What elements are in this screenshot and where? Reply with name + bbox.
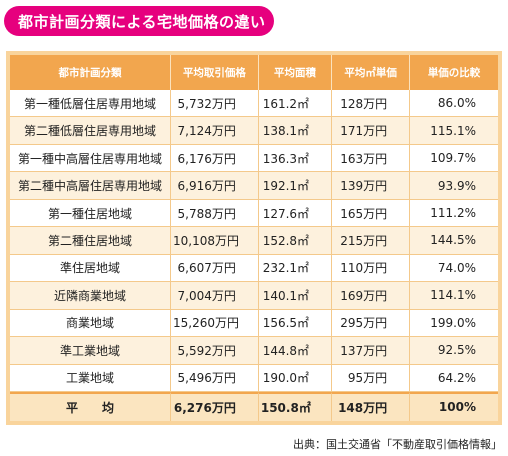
cell-avg-price: 7,004万円 xyxy=(171,282,259,310)
average-cell-avg-price: 6,276万円 xyxy=(171,391,259,421)
cell-classification: 第一種低層住居専用地域 xyxy=(10,90,172,118)
table-row: 第一種住居地域 5,788万円 127.6㎡ 165万円 111.2% xyxy=(10,199,498,228)
column-header-classification: 都市計画分類 xyxy=(10,55,172,90)
column-header-comparison: 単価の比較 xyxy=(410,55,498,90)
cell-classification: 準工業地域 xyxy=(10,337,172,365)
cell-classification: 準住居地域 xyxy=(10,254,172,283)
cell-avg-price: 5,592万円 xyxy=(171,337,259,365)
cell-avg-area: 140.1㎡ xyxy=(258,282,333,310)
table-row: 工業地域 5,496万円 190.0㎡ 95万円 64.2% xyxy=(10,364,498,392)
cell-comparison: 111.2% xyxy=(410,199,498,228)
cell-classification: 第一種中高層住居専用地域 xyxy=(10,144,172,173)
cell-unit-price: 163万円 xyxy=(332,144,411,173)
cell-avg-area: 192.1㎡ xyxy=(258,172,333,200)
cell-avg-price: 6,916万円 xyxy=(171,172,259,200)
cell-comparison: 114.1% xyxy=(410,282,498,310)
cell-unit-price: 215万円 xyxy=(332,227,411,255)
page-title: 都市計画分類による宅地価格の違い xyxy=(4,6,274,36)
cell-unit-price: 169万円 xyxy=(332,282,411,310)
cell-avg-price: 6,607万円 xyxy=(171,254,259,283)
cell-comparison: 199.0% xyxy=(410,309,498,338)
cell-classification: 第二種中高層住居専用地域 xyxy=(10,172,172,200)
average-cell-comparison: 100% xyxy=(410,391,498,421)
price-table: 都市計画分類 平均取引価格 平均面積 平均㎡単価 単価の比較 第一種低層住居専用… xyxy=(10,55,498,421)
cell-avg-area: 152.8㎡ xyxy=(258,227,333,255)
table-row: 近隣商業地域 7,004万円 140.1㎡ 169万円 114.1% xyxy=(10,282,498,310)
cell-classification: 工業地域 xyxy=(10,364,172,392)
average-cell-classification: 平 均 xyxy=(10,391,172,421)
cell-unit-price: 139万円 xyxy=(332,172,411,200)
average-row: 平 均 6,276万円 150.8㎡ 148万円 100% xyxy=(10,391,498,421)
cell-comparison: 92.5% xyxy=(410,337,498,365)
cell-avg-area: 156.5㎡ xyxy=(258,309,333,338)
cell-unit-price: 165万円 xyxy=(332,199,411,228)
cell-avg-price: 15,260万円 xyxy=(171,309,259,338)
average-cell-avg-area: 150.8㎡ xyxy=(258,391,333,421)
cell-avg-area: 161.2㎡ xyxy=(258,90,333,118)
table-row: 準住居地域 6,607万円 232.1㎡ 110万円 74.0% xyxy=(10,254,498,283)
table-row: 第一種中高層住居専用地域 6,176万円 136.3㎡ 163万円 109.7% xyxy=(10,144,498,173)
table-row: 第二種住居地域 10,108万円 152.8㎡ 215万円 144.5% xyxy=(10,227,498,255)
cell-unit-price: 137万円 xyxy=(332,337,411,365)
cell-avg-area: 232.1㎡ xyxy=(258,254,333,283)
price-table-frame: 都市計画分類 平均取引価格 平均面積 平均㎡単価 単価の比較 第一種低層住居専用… xyxy=(6,51,502,425)
cell-classification: 近隣商業地域 xyxy=(10,282,172,310)
table-header-row: 都市計画分類 平均取引価格 平均面積 平均㎡単価 単価の比較 xyxy=(10,55,498,90)
cell-avg-price: 6,176万円 xyxy=(171,144,259,173)
table-row: 準工業地域 5,592万円 144.8㎡ 137万円 92.5% xyxy=(10,337,498,365)
cell-avg-area: 190.0㎡ xyxy=(258,364,333,392)
cell-avg-area: 144.8㎡ xyxy=(258,337,333,365)
cell-classification: 第二種低層住居専用地域 xyxy=(10,117,172,145)
cell-avg-price: 5,496万円 xyxy=(171,364,259,392)
cell-classification: 商業地域 xyxy=(10,309,172,338)
cell-unit-price: 95万円 xyxy=(332,364,411,392)
cell-comparison: 144.5% xyxy=(410,227,498,255)
table-row: 商業地域 15,260万円 156.5㎡ 295万円 199.0% xyxy=(10,309,498,338)
cell-avg-area: 127.6㎡ xyxy=(258,199,333,228)
cell-avg-area: 136.3㎡ xyxy=(258,144,333,173)
cell-comparison: 86.0% xyxy=(410,90,498,118)
cell-avg-price: 10,108万円 xyxy=(171,227,259,255)
cell-unit-price: 295万円 xyxy=(332,309,411,338)
cell-comparison: 64.2% xyxy=(410,364,498,392)
cell-unit-price: 110万円 xyxy=(332,254,411,283)
cell-classification: 第二種住居地域 xyxy=(10,227,172,255)
cell-comparison: 109.7% xyxy=(410,144,498,173)
cell-comparison: 115.1% xyxy=(410,117,498,145)
column-header-avg-price: 平均取引価格 xyxy=(171,55,259,90)
average-cell-unit-price: 148万円 xyxy=(332,391,411,421)
cell-avg-price: 5,732万円 xyxy=(171,90,259,118)
cell-classification: 第一種住居地域 xyxy=(10,199,172,228)
cell-unit-price: 128万円 xyxy=(332,90,411,118)
source-note: 出典：国土交通省「不動産取引価格情報」 xyxy=(293,438,502,451)
table-row: 第二種低層住居専用地域 7,124万円 138.1㎡ 171万円 115.1% xyxy=(10,117,498,145)
cell-comparison: 74.0% xyxy=(410,254,498,283)
column-header-avg-area: 平均面積 xyxy=(258,55,333,90)
cell-avg-price: 5,788万円 xyxy=(171,199,259,228)
cell-comparison: 93.9% xyxy=(410,172,498,200)
column-header-unit-price: 平均㎡単価 xyxy=(332,55,411,90)
cell-unit-price: 171万円 xyxy=(332,117,411,145)
table-row: 第一種低層住居専用地域 5,732万円 161.2㎡ 128万円 86.0% xyxy=(10,90,498,118)
cell-avg-area: 138.1㎡ xyxy=(258,117,333,145)
table-row: 第二種中高層住居専用地域 6,916万円 192.1㎡ 139万円 93.9% xyxy=(10,172,498,200)
cell-avg-price: 7,124万円 xyxy=(171,117,259,145)
